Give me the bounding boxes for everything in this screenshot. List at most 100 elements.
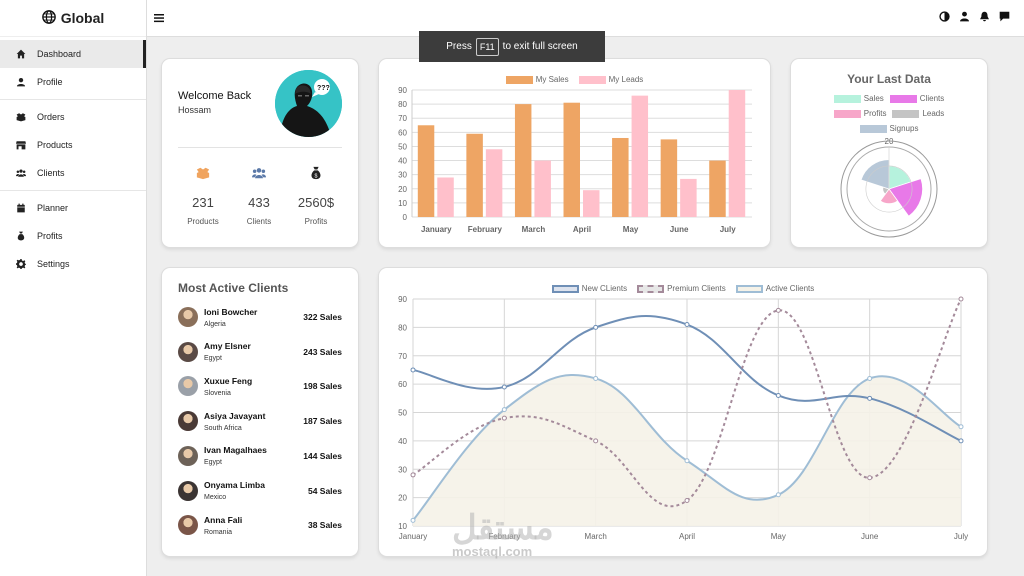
box-icon — [16, 112, 26, 122]
data-point — [867, 395, 873, 401]
legend-item[interactable]: Premium Clients — [637, 284, 726, 293]
fullscreen-notice: Press F11 to exit full screen — [419, 31, 605, 62]
legend-item[interactable]: Active Clients — [735, 284, 815, 293]
stat-products: 231 Products — [178, 166, 228, 226]
brand-name: Global — [60, 10, 105, 26]
bar — [534, 160, 551, 217]
x-tick-label: February — [468, 225, 503, 234]
polar-slice — [860, 159, 890, 190]
menu-icon[interactable] — [153, 11, 165, 23]
y-tick-label: 80 — [398, 323, 407, 332]
user-icon[interactable] — [959, 11, 970, 22]
legend-item[interactable]: Leads — [892, 109, 944, 118]
chart-legend: Profits Leads — [791, 109, 987, 118]
sidebar-item-profile[interactable]: Profile — [0, 68, 146, 96]
stat-clients: 433 Clients — [234, 166, 284, 226]
watermark-url: mostaql.com — [452, 544, 533, 559]
box-icon — [178, 166, 228, 182]
list-item[interactable]: Onyama Limba Mexico 54 Sales — [178, 478, 342, 504]
stat-value: 2560$ — [297, 195, 335, 210]
client-sales: 187 Sales — [303, 416, 342, 427]
welcome-name: Hossam — [178, 105, 212, 115]
bell-icon[interactable] — [979, 11, 990, 22]
nav-group-commerce: Orders Products Clients — [0, 100, 146, 191]
bar — [709, 160, 726, 217]
chart-legend: Signups — [791, 124, 987, 133]
calendar-icon — [16, 203, 26, 213]
y-tick-label: 90 — [398, 86, 407, 95]
bar — [417, 125, 435, 217]
home-icon — [16, 49, 26, 59]
money-bag-icon — [16, 231, 26, 241]
card-title: Your Last Data — [847, 72, 931, 86]
sidebar-item-label: Profile — [37, 77, 63, 87]
data-point — [775, 307, 781, 313]
fullscreen-notice-text: to exit full screen — [502, 41, 578, 52]
x-tick-label: July — [954, 532, 968, 541]
contrast-icon[interactable] — [939, 11, 950, 22]
users-icon — [234, 166, 284, 182]
list-item[interactable]: Asiya Javayant South Africa 187 Sales — [178, 408, 342, 434]
welcome-title: Welcome Back — [178, 90, 252, 102]
legend-label: Active Clients — [765, 284, 815, 293]
list-item[interactable]: Ivan Magalhaes Egypt 144 Sales — [178, 443, 342, 469]
data-point — [958, 438, 964, 444]
legend-label: Signups — [889, 124, 919, 133]
client-country: Algeria — [204, 320, 226, 328]
legend-item[interactable]: My Sales — [505, 75, 569, 84]
client-name: Ioni Bowcher — [204, 306, 258, 317]
sidebar-item-label: Planner — [37, 203, 69, 213]
nav-group-main: Dashboard Profile — [0, 37, 146, 100]
stat-value: 433 — [248, 195, 270, 210]
legend-item[interactable]: Signups — [859, 124, 919, 133]
data-point — [501, 407, 507, 413]
client-sales: 38 Sales — [307, 520, 342, 531]
list-item[interactable]: Xuxue Feng Slovenia 198 Sales — [178, 373, 342, 399]
chart-legend: Sales Clients — [791, 94, 987, 103]
x-tick-label: February — [488, 532, 520, 541]
legend-item[interactable]: Sales — [833, 94, 884, 103]
topbar-actions — [939, 11, 1010, 22]
data-point — [593, 324, 599, 330]
bar — [631, 95, 649, 217]
x-tick-label: January — [421, 225, 452, 234]
outer-ring — [840, 140, 938, 238]
legend-item[interactable]: New CLients — [551, 284, 627, 293]
data-point — [684, 497, 690, 503]
client-country: South Africa — [204, 424, 242, 432]
data-point — [410, 367, 416, 373]
sidebar-item-clients[interactable]: Clients — [0, 159, 146, 187]
avatar — [178, 515, 198, 536]
bar — [583, 190, 600, 217]
svg-text:$: $ — [315, 173, 318, 179]
data-point — [410, 517, 416, 523]
legend-item[interactable]: Profits — [833, 109, 886, 118]
sidebar-item-products[interactable]: Products — [0, 131, 146, 159]
sidebar-item-planner[interactable]: Planner — [0, 194, 146, 222]
client-sales: 198 Sales — [303, 381, 342, 392]
chat-icon[interactable] — [999, 11, 1010, 22]
sidebar-item-orders[interactable]: Orders — [0, 103, 146, 131]
sidebar-item-dashboard[interactable]: Dashboard — [0, 40, 146, 68]
legend-item[interactable]: My Leads — [578, 75, 643, 84]
brand[interactable]: Global — [0, 0, 146, 37]
sidebar-item-profits[interactable]: Profits — [0, 222, 146, 250]
legend-item[interactable]: Clients — [889, 94, 944, 103]
chart-legend: My Sales My Leads — [379, 75, 770, 84]
sidebar-item-label: Products — [37, 140, 73, 150]
client-name: Anna Fali — [204, 514, 243, 525]
data-point — [593, 438, 599, 444]
x-tick-label: May — [623, 225, 639, 234]
y-tick-label: 20 — [398, 185, 407, 194]
client-info: Anna Fali Romania — [204, 515, 308, 536]
polar-area-chart: 20 — [840, 137, 938, 238]
list-item[interactable]: Ioni Bowcher Algeria 322 Sales — [178, 304, 342, 330]
users-icon — [16, 168, 26, 178]
sidebar-item-label: Clients — [37, 168, 65, 178]
data-point — [684, 322, 690, 328]
sidebar-item-settings[interactable]: Settings — [0, 250, 146, 278]
client-country: Mexico — [204, 494, 227, 501]
list-item[interactable]: Amy Elsner Egypt 243 Sales — [178, 339, 342, 365]
avatar — [178, 411, 198, 432]
list-item[interactable]: Anna Fali Romania 38 Sales — [178, 512, 342, 538]
